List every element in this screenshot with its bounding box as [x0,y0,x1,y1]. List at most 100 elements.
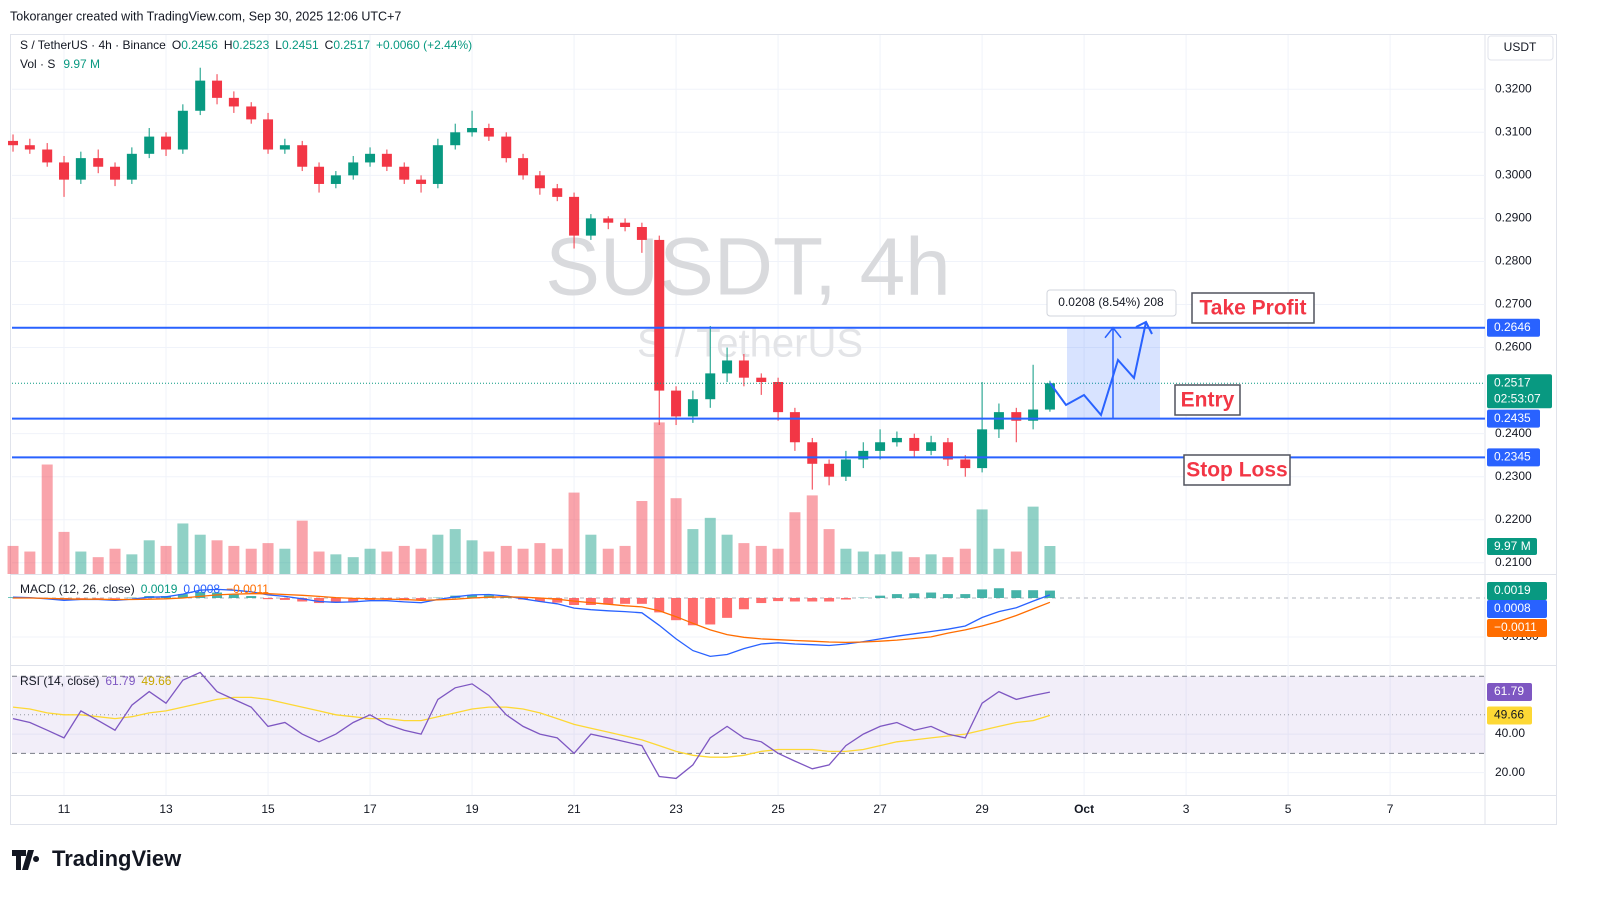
macd-hist-bar [314,597,325,604]
currency-button[interactable] [1487,35,1554,61]
volume-bar [653,422,665,574]
candle-body [279,145,290,150]
y-tick-label: 0.2400 [1495,426,1532,440]
volume-bar [1027,506,1039,574]
x-tick-label: 21 [567,802,581,816]
macd-label: −0.0011 [1494,620,1537,634]
y-tick-label: 0.2700 [1495,297,1532,311]
macd-hist-bar [263,597,274,600]
ohlc-letter: L [275,38,282,52]
x-tick-label: 5 [1285,802,1292,816]
open-value: 0.2456 [181,38,218,52]
candle-body [534,175,545,189]
volume-bar [126,554,138,574]
volume-bar [942,557,954,574]
volume-bar [959,548,971,574]
volume-bar [993,548,1005,574]
rsi-legend: RSI (14, close) 61.79 49.66 [20,674,172,688]
macd-hist-bar [722,597,733,618]
level-label: 0.2646 [1494,320,1531,334]
level-name-box [1174,384,1241,416]
volume-bar [58,531,70,574]
macd-hist-bar [1044,590,1055,598]
currency[interactable]: USDT [1504,40,1537,54]
x-tick-label: 15 [261,802,275,816]
candle-body [450,132,461,146]
y-tick-label: 0.3000 [1495,168,1532,182]
rsi-title: RSI (14, close) [20,674,99,688]
macd-hist-bar [977,589,988,598]
rsi-line [12,671,1051,780]
candle-body [59,162,70,180]
watermark: SUSDT, 4h [545,222,951,313]
macd-label-box [1487,619,1547,637]
macd-label: 0.0008 [1494,601,1531,615]
volume-bar [296,520,308,574]
candle-body [110,166,121,180]
macd-hist-bar [705,597,716,625]
volume-bar [500,545,512,574]
macd-hist-value: 0.0019 [141,582,178,596]
measure-label: 0.0208 (8.54%) 208 [1058,295,1164,309]
macd-hist-bar [1028,590,1039,598]
macd-hist-bar [942,594,953,598]
credit: Tokoranger created with TradingView.com,… [10,9,401,23]
candle-body [807,442,818,464]
candle-body [789,412,800,443]
candle-body [858,450,869,460]
macd-hist-bar [246,596,257,598]
macd-signal-value: −0.0011 [226,582,269,596]
volume-bar [704,517,716,574]
level-name: Take Profit [1200,297,1307,320]
rsi-ma-value: 49.66 [141,674,171,688]
candle-body [738,360,749,378]
candle-body [144,136,155,154]
volume-bar [279,548,291,574]
macd-line [12,588,1051,658]
x-tick-label: 7 [1387,802,1394,816]
volume-bar [568,492,580,574]
price-label-box [1487,374,1552,409]
macd-hist-bar [840,597,851,600]
macd-hist-bar [110,597,121,599]
volume-bar [228,545,240,574]
candle-body [569,196,580,236]
level-label: 0.2435 [1494,411,1531,425]
candle-body [8,140,19,146]
candle-body [942,442,953,460]
y-tick-label: 20.00 [1495,765,1525,779]
candle-body [501,136,512,159]
rsi-ma-line [12,696,1051,758]
macd-hist-bar [636,597,647,604]
volume-bar [602,548,614,574]
level-label-box [1487,318,1540,337]
x-tick-label: 19 [465,802,479,816]
macd-hist-bar [501,597,512,598]
candle-body [875,442,886,451]
level-name: Stop Loss [1186,459,1288,482]
volume-bar [551,548,563,574]
macd-hist-bar [687,597,698,626]
macd-hist-bar [993,588,1004,598]
macd-hist-bar [348,597,359,602]
volume-bar [619,545,631,574]
vol-value: 9.97 M [63,57,100,71]
candle-body [926,442,937,451]
candle-body [1044,383,1055,410]
candle-body [467,127,478,133]
symbol: S / TetherUS · 4h · Binance [20,38,166,52]
macd-label-box [1487,600,1547,618]
macd-title: MACD (12, 26, close) [20,582,135,596]
volume-bar [245,548,257,574]
volume-label: 9.97 M [1494,539,1531,553]
macd-hist-bar [620,597,631,604]
volume-bar [891,551,903,574]
macd-hist-bar [552,597,563,603]
y-tick-label: 0.3200 [1495,81,1532,95]
candle-body [246,106,257,120]
volume-bar [806,495,818,574]
volume-bar [160,545,172,574]
ohlc-letter: O [172,38,181,52]
close-value: 0.2517 [333,38,370,52]
y-tick-label: 0.2600 [1495,340,1532,354]
